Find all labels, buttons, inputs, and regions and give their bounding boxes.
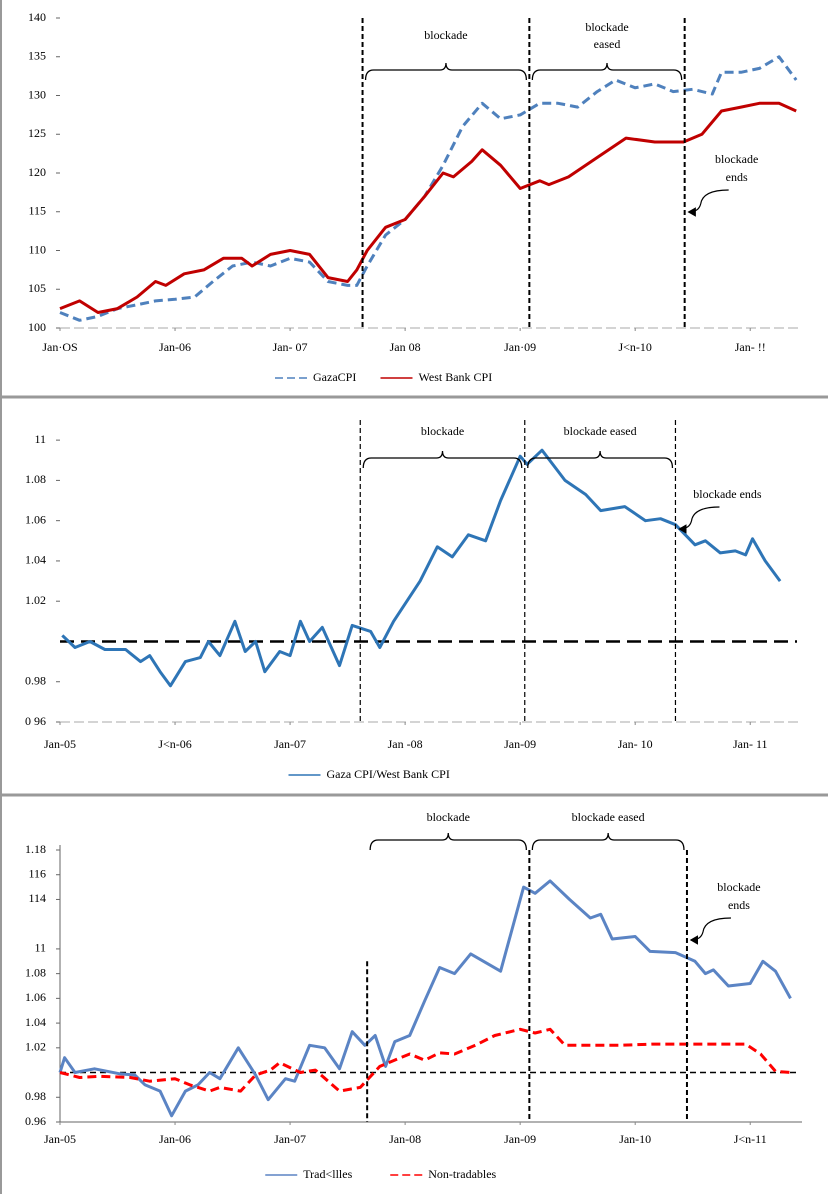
y-tick-label: 11 (34, 432, 46, 446)
annotation: eased (594, 37, 621, 51)
x-tick-label: Jan-10 (619, 1132, 651, 1146)
y-tick-label: 1.02 (25, 593, 46, 607)
x-tick-label: J<n-11 (734, 1132, 767, 1146)
y-tick-label: 1.08 (25, 472, 46, 486)
x-tick-label: Jan-06 (159, 340, 191, 354)
y-tick-label: 130 (28, 87, 46, 101)
annotation-arrow (689, 917, 731, 945)
x-tick-label: Jan-05 (44, 737, 76, 751)
x-tick-label: Jan- 07 (273, 340, 308, 354)
y-tick-label: 100 (28, 320, 46, 334)
annotation: blockade (427, 810, 470, 824)
annotation: blockade (424, 28, 467, 42)
y-tick-label: 115 (28, 204, 46, 218)
legend-label: West Bank CPI (419, 370, 493, 384)
annotation: blockade (715, 152, 758, 166)
annotation: blockade (421, 424, 464, 438)
legend-label: Gaza CPI/West Bank CPI (327, 767, 450, 781)
x-tick-label: Jan-07 (274, 737, 306, 751)
x-tick-label: Jan-07 (274, 1132, 306, 1146)
annotation: blockade eased (572, 810, 645, 824)
x-tick-label: Jan- 10 (618, 737, 653, 751)
y-tick-label: 0.98 (25, 1089, 46, 1103)
x-tick-label: Jan-08 (389, 1132, 421, 1146)
annotation: blockade (585, 20, 628, 34)
brace (531, 832, 685, 851)
y-tick-label: 0.96 (25, 1114, 46, 1128)
x-tick-label: J<n-10 (618, 340, 651, 354)
brace (364, 62, 528, 81)
annotation: ends (728, 898, 750, 912)
x-tick-label: Jan- 11 (733, 737, 768, 751)
y-tick-label: 116 (28, 866, 46, 880)
annotation: blockade eased (564, 424, 637, 438)
y-tick-label: 1.08 (25, 965, 46, 979)
x-tick-label: Jan-09 (504, 737, 536, 751)
series-line (61, 448, 782, 688)
x-tick-label: Jan-05 (44, 1132, 76, 1146)
y-tick-label: 11 (34, 941, 46, 955)
y-tick-label: 1.02 (25, 1040, 46, 1054)
y-tick-label: 110 (28, 242, 46, 256)
annotation: blockade ends (693, 487, 762, 501)
y-tick-label: 1.06 (25, 990, 46, 1004)
annotation-arrow (687, 189, 729, 217)
brace (362, 450, 523, 469)
x-tick-label: Jan-09 (504, 1132, 536, 1146)
x-tick-label: Jan·09 (504, 340, 536, 354)
legend-label: Trad<llles (303, 1167, 352, 1181)
x-tick-label: Jan·OS (42, 340, 77, 354)
x-tick-label: Jan-06 (159, 1132, 191, 1146)
y-tick-label: 1.18 (25, 842, 46, 856)
series-line (58, 879, 792, 1118)
y-tick-label: 105 (28, 281, 46, 295)
brace (527, 450, 674, 469)
x-tick-label: Jan 08 (390, 340, 421, 354)
legend-label: Non-tradables (428, 1167, 496, 1181)
y-tick-label: 135 (28, 49, 46, 63)
legend-label: GazaCPI (313, 370, 356, 384)
y-tick-label: 1.06 (25, 512, 46, 526)
y-tick-label: 1.04 (25, 1015, 46, 1029)
brace (531, 62, 683, 81)
x-tick-label: Jan- !! (735, 340, 766, 354)
annotation-arrow (678, 506, 720, 534)
y-tick-label: 114 (28, 891, 46, 905)
y-tick-label: 120 (28, 165, 46, 179)
annotation: ends (726, 170, 748, 184)
y-tick-label: 140 (28, 10, 46, 24)
brace (369, 832, 528, 851)
x-tick-label: J<n-06 (158, 737, 191, 751)
y-tick-label: 1.04 (25, 553, 46, 567)
series-line (59, 101, 797, 314)
series-line (59, 1027, 791, 1093)
x-tick-label: Jan -08 (388, 737, 423, 751)
annotation: blockade (717, 880, 760, 894)
y-tick-label: 0.98 (25, 673, 46, 687)
y-tick-label: 0 96 (25, 714, 46, 728)
y-tick-label: 125 (28, 126, 46, 140)
